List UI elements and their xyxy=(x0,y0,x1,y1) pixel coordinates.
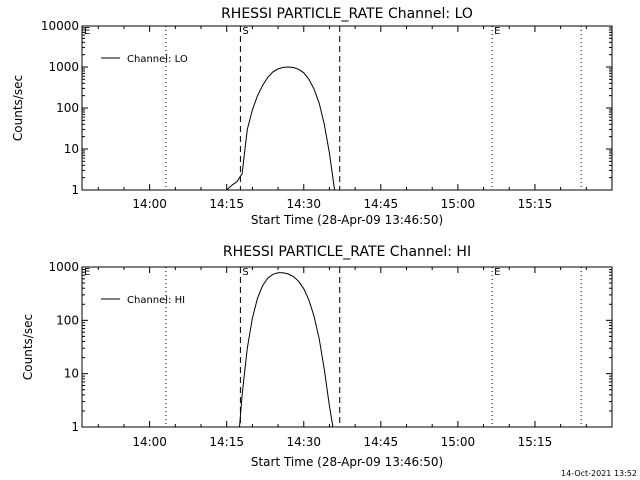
y-tick-label: 100 xyxy=(56,313,79,327)
x-tick-label: 14:45 xyxy=(364,197,399,211)
hi-channel-panel: RHESSI PARTICLE_RATE Channel: HI Start Ti… xyxy=(21,244,613,469)
chart-title: RHESSI PARTICLE_RATE Channel: LO xyxy=(221,6,473,22)
legend-label: Channel: LO xyxy=(127,54,188,65)
series-line xyxy=(226,66,336,191)
y-tick-label: 1000 xyxy=(48,260,79,274)
x-axis-label: Start Time (28-Apr-09 13:46:50) xyxy=(251,455,443,469)
timestamp: 14-Oct-2021 13:52 xyxy=(561,469,637,478)
x-tick-label: 14:15 xyxy=(209,435,244,449)
y-axis-label: Counts/sec xyxy=(21,314,35,380)
marker-label: E xyxy=(84,26,90,37)
y-tick-label: 10000 xyxy=(41,19,79,33)
marker-label: E xyxy=(494,26,500,37)
series-line xyxy=(239,272,334,428)
lo-channel-panel: RHESSI PARTICLE_RATE Channel: LO Start Ti… xyxy=(11,6,613,227)
y-tick-label: 1 xyxy=(71,420,79,434)
x-tick-label: 15:15 xyxy=(518,435,553,449)
marker-label: E xyxy=(84,267,90,278)
legend-label: Channel: HI xyxy=(127,295,185,306)
x-tick-label: 14:30 xyxy=(286,197,321,211)
y-tick-label: 100 xyxy=(56,101,79,115)
chart-title: RHESSI PARTICLE_RATE Channel: HI xyxy=(223,244,471,260)
x-tick-label: 15:00 xyxy=(441,197,476,211)
y-tick-label: 1000 xyxy=(48,60,79,74)
x-tick-label: 15:15 xyxy=(518,197,553,211)
x-tick-label: 14:15 xyxy=(209,197,244,211)
plot-frame xyxy=(81,266,613,428)
x-tick-label: 14:00 xyxy=(132,197,167,211)
marker-label: E xyxy=(494,267,500,278)
y-axis-label: Counts/sec xyxy=(11,75,25,141)
y-tick-label: 10 xyxy=(64,142,79,156)
x-axis-label: Start Time (28-Apr-09 13:46:50) xyxy=(251,213,443,227)
marker-label: S xyxy=(242,26,248,37)
marker-label: S xyxy=(242,267,248,278)
x-tick-label: 14:45 xyxy=(364,435,399,449)
plot-frame xyxy=(81,25,613,191)
y-tick-label: 1 xyxy=(71,183,79,197)
y-tick-label: 10 xyxy=(64,367,79,381)
x-tick-label: 15:00 xyxy=(441,435,476,449)
x-tick-label: 14:00 xyxy=(132,435,167,449)
x-tick-label: 14:30 xyxy=(286,435,321,449)
